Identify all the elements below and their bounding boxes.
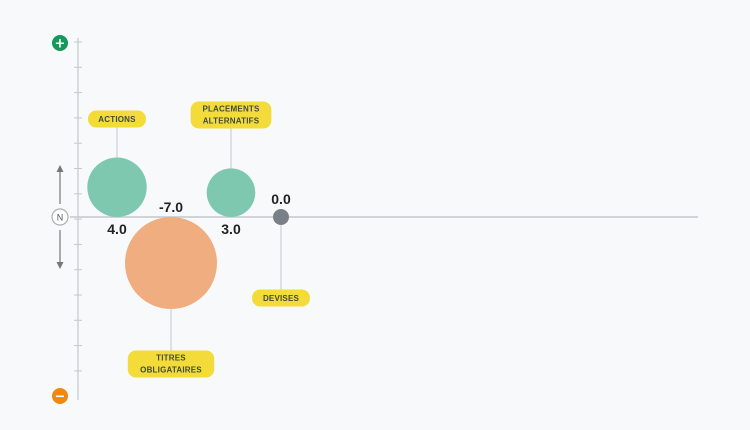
neutral-marker: N [51, 208, 69, 226]
value-label: 0.0 [271, 191, 291, 207]
category-label: TITRES [156, 354, 186, 363]
bubble [87, 157, 147, 217]
value-label: 3.0 [221, 221, 241, 237]
minus-button[interactable]: − [52, 388, 68, 405]
category-label: ACTIONS [98, 115, 136, 124]
category-label-pill [252, 289, 310, 307]
vertical-axis [74, 38, 82, 400]
up-arrow-icon [56, 165, 64, 204]
plus-button[interactable]: + [52, 35, 68, 52]
bubbles-layer: 4.0 ACTIONS -7.0 TITRES OBLIGATAIRES 3.0 PLACE… [87, 101, 310, 378]
bubble [124, 217, 218, 310]
category-label-pill [190, 101, 272, 129]
category-label-pill [88, 110, 146, 128]
value-label: 4.0 [107, 221, 127, 237]
neutral-label: N [57, 213, 64, 223]
down-arrow-icon [56, 230, 64, 269]
plus-icon: + [55, 37, 66, 52]
bubble [273, 209, 289, 225]
bubble [206, 168, 256, 218]
category-label: PLACEMENTS [202, 105, 260, 114]
category-label: OBLIGATAIRES [140, 366, 202, 375]
category-label-pill [127, 350, 215, 378]
minus-icon: − [55, 390, 66, 405]
category-label: ALTERNATIFS [203, 117, 260, 126]
category-label: DEVISES [263, 294, 300, 303]
value-label: -7.0 [159, 199, 183, 215]
